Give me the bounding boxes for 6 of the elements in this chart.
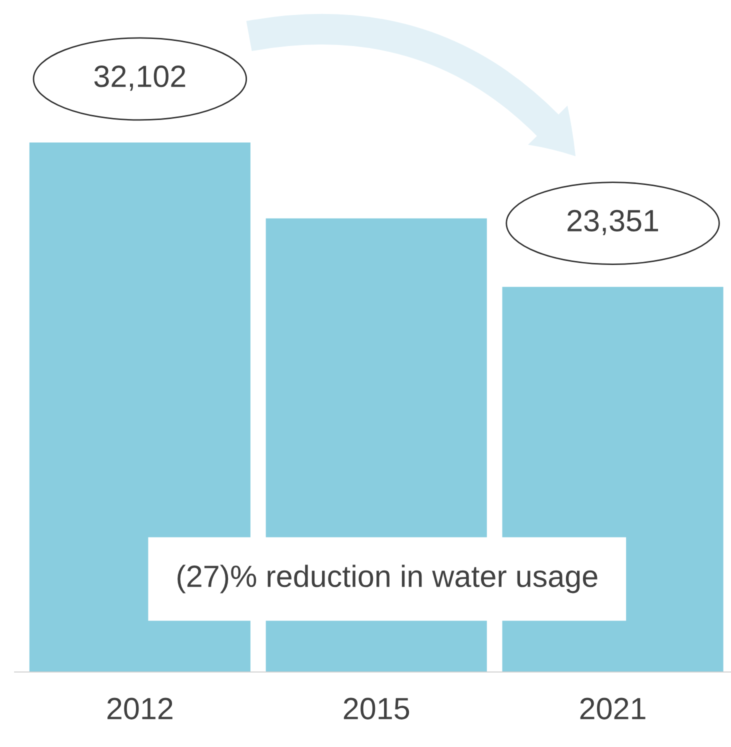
data-label: 23,351 [568, 210, 658, 236]
x-tick-label: 2015 [344, 698, 410, 720]
annotation: (27)% reduction in water usage [178, 564, 598, 594]
x-tick-label: 2021 [580, 698, 646, 720]
x-tick-label: 2012 [107, 698, 172, 720]
data-label: 32,102 [94, 66, 186, 91]
